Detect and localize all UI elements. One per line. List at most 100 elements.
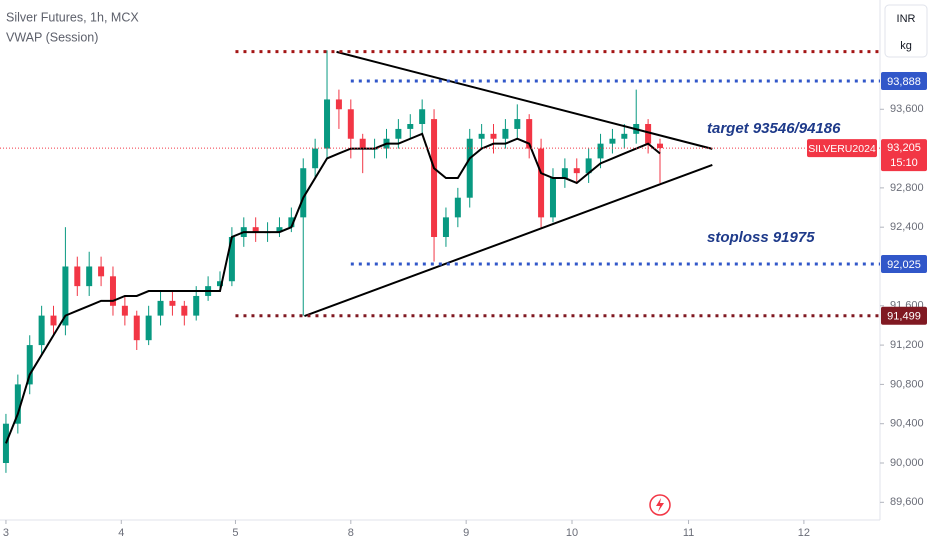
candle	[38, 305, 45, 355]
candle	[454, 187, 461, 228]
countdown: 15:10	[890, 157, 918, 169]
candle-body	[109, 276, 116, 306]
currency-box[interactable]	[884, 4, 928, 58]
y-tick-label: 89,600	[890, 496, 924, 508]
candle-body	[121, 305, 128, 316]
candle	[181, 300, 188, 326]
candle-body	[133, 315, 140, 341]
candle-body	[407, 124, 414, 129]
last-price-label: 93,205	[887, 142, 921, 154]
candle	[50, 305, 57, 336]
unit: kg	[900, 40, 912, 52]
y-tick-label: 90,800	[890, 378, 924, 390]
candle-body	[26, 345, 33, 385]
y-tick-label: 90,000	[890, 457, 924, 469]
vwap-line	[5, 132, 661, 444]
y-tick-label: 90,400	[890, 418, 924, 430]
x-tick-label: 3	[3, 527, 9, 539]
candle-body	[324, 99, 331, 149]
y-tick-label: 93,600	[890, 103, 924, 115]
y-tick-label: 91,200	[890, 339, 924, 351]
candle	[133, 310, 140, 351]
candle	[359, 133, 366, 174]
candle	[514, 104, 521, 139]
candle	[312, 138, 319, 179]
candle	[109, 266, 116, 316]
candle-body	[157, 300, 164, 316]
trendline	[336, 50, 713, 150]
x-tick-label: 4	[118, 527, 124, 539]
candle-body	[347, 109, 354, 139]
candle-body	[14, 384, 21, 424]
candle-body	[502, 128, 509, 139]
indicator-name: VWAP (Session)	[6, 30, 98, 44]
plot	[0, 50, 880, 473]
candle	[573, 158, 580, 183]
annotation: target 93546/94186	[707, 120, 841, 137]
x-tick-label: 8	[348, 527, 354, 539]
candle	[300, 158, 307, 316]
x-tick-label: 12	[798, 527, 810, 539]
candle-body	[312, 148, 319, 169]
level-price-box	[881, 255, 927, 274]
candle	[276, 217, 283, 238]
candle-body	[169, 300, 176, 306]
candle-body	[549, 178, 556, 218]
candle	[419, 99, 426, 134]
x-tick-label: 10	[566, 527, 578, 539]
candle	[86, 251, 93, 296]
candle-body	[419, 109, 426, 125]
candle-body	[585, 158, 592, 174]
candle	[478, 124, 485, 149]
candle	[145, 305, 152, 346]
candle-body	[50, 315, 57, 326]
x-tick-label: 11	[683, 527, 694, 539]
x-tick-label: 9	[463, 527, 469, 539]
candle-body	[86, 266, 93, 287]
candle	[98, 256, 105, 287]
candle-body	[466, 138, 473, 198]
candle-body	[74, 266, 81, 287]
candle-body	[217, 281, 223, 287]
candle-body	[300, 168, 307, 218]
candle-body	[645, 124, 652, 144]
candle-body	[359, 138, 366, 149]
candle	[14, 374, 21, 434]
y-tick-label: 92,400	[890, 221, 924, 233]
candle	[157, 291, 164, 326]
candle	[335, 89, 342, 129]
candle-body	[621, 133, 628, 139]
candle	[609, 128, 616, 154]
candle	[324, 50, 331, 159]
candle	[538, 138, 545, 230]
candle	[169, 291, 176, 316]
candle-body	[478, 133, 485, 139]
alert-icon[interactable]	[649, 494, 671, 516]
candle-body	[657, 143, 663, 149]
candle-body	[573, 168, 580, 174]
trendline	[304, 164, 713, 317]
level-price-box	[881, 71, 927, 90]
y-tick-label: 92,800	[890, 182, 924, 194]
level-price-box	[881, 306, 927, 325]
candle	[466, 128, 473, 208]
candle-body	[288, 217, 295, 228]
candle-body	[335, 99, 342, 110]
candle-body	[597, 143, 604, 159]
candle	[657, 138, 663, 183]
candle-body	[442, 217, 449, 238]
annotation: stoploss 91975	[707, 229, 815, 246]
currency: INR	[897, 13, 916, 25]
candle-body	[609, 138, 616, 144]
candle-body	[38, 315, 45, 346]
symbol-box	[807, 139, 877, 158]
candle-body	[98, 266, 105, 277]
candle-body	[526, 119, 533, 149]
candle	[585, 148, 592, 183]
candle-body	[62, 266, 69, 326]
candle	[252, 217, 259, 242]
candle	[561, 158, 568, 188]
candle	[26, 335, 33, 395]
